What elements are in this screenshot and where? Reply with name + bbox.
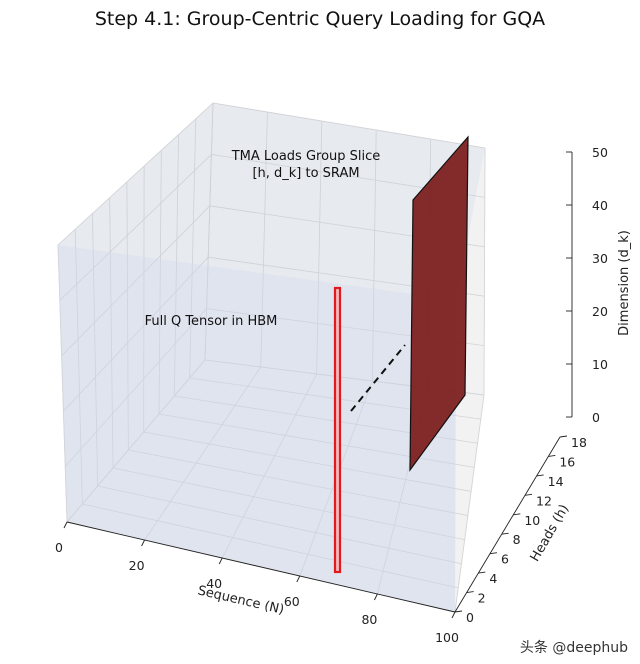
load-annotation-line2: [h, d_k] to SRAM bbox=[252, 166, 359, 181]
y-tick-label: 14 bbox=[548, 474, 564, 489]
y-tick-label: 2 bbox=[478, 591, 486, 606]
x-gridline-floor bbox=[144, 366, 262, 541]
y-gridline-floor bbox=[128, 449, 468, 516]
y-gridline-floor bbox=[112, 467, 465, 541]
y-gridline-left bbox=[126, 181, 129, 451]
x-gridline-floor bbox=[66, 359, 206, 523]
x-axis-line bbox=[66, 521, 456, 613]
z-tick-label: 30 bbox=[592, 251, 608, 266]
load-annotation-line1: TMA Loads Group Slice bbox=[231, 149, 381, 164]
x-gridline-back bbox=[260, 111, 268, 368]
z-gridline-left bbox=[64, 308, 207, 467]
y-tick-mark bbox=[489, 552, 498, 555]
y-tick-mark bbox=[501, 532, 509, 535]
y-gridline-floor bbox=[158, 413, 475, 468]
y-tick-mark bbox=[524, 493, 533, 496]
y-tick-mark bbox=[466, 591, 474, 594]
x-tick-mark bbox=[63, 521, 68, 529]
x-gridline-back bbox=[316, 120, 323, 375]
y-tick-mark bbox=[478, 571, 486, 574]
load-connector bbox=[350, 344, 406, 412]
z-gridline-left bbox=[59, 154, 212, 301]
y-gridline-left bbox=[74, 229, 83, 505]
x-tick-mark bbox=[373, 593, 378, 601]
chart-title: Step 4.1: Group-Centric Query Loading fo… bbox=[95, 8, 545, 30]
y-gridline-floor bbox=[97, 485, 462, 565]
y-axis-line bbox=[454, 436, 561, 613]
x-tick-label: 20 bbox=[129, 558, 145, 573]
x-tick-label: 60 bbox=[284, 594, 300, 609]
q-tensor-top bbox=[58, 103, 485, 300]
watermark: 头条 @deephub bbox=[520, 639, 628, 656]
y-tick-mark bbox=[513, 513, 521, 516]
z-tick-label: 50 bbox=[592, 145, 608, 160]
y-tick-label: 4 bbox=[489, 571, 497, 586]
y-tick-mark bbox=[536, 474, 544, 477]
y-gridline-left bbox=[57, 244, 68, 523]
y-gridline-left bbox=[204, 102, 214, 361]
y-gridline-left bbox=[158, 150, 162, 415]
query-slice-bar bbox=[333, 286, 342, 574]
z-tick-label: 20 bbox=[592, 304, 608, 319]
x-tick-mark bbox=[296, 575, 301, 583]
y-tick-label: 18 bbox=[571, 435, 587, 450]
y-gridline-floor bbox=[82, 503, 459, 589]
z-gridline-left bbox=[61, 205, 211, 357]
x-axis-label: Sequence (N) bbox=[196, 583, 285, 617]
q-tensor-front bbox=[58, 245, 456, 612]
y-tick-label: 0 bbox=[466, 610, 474, 625]
x-gridline-back bbox=[372, 129, 377, 382]
x-tick-label: 80 bbox=[361, 612, 377, 627]
x-ticks: 0 20 40 60 80 100 bbox=[55, 521, 459, 645]
z-tick-label: 0 bbox=[592, 410, 600, 425]
y-tick-label: 10 bbox=[524, 513, 540, 528]
y-tick-label: 6 bbox=[501, 552, 509, 567]
y-gridline-floor bbox=[143, 431, 472, 492]
y-tick-label: 12 bbox=[536, 493, 552, 508]
x-gridline-floor bbox=[454, 394, 485, 613]
z-gridline-left bbox=[63, 256, 209, 412]
x-tick-label: 100 bbox=[435, 630, 459, 645]
x-gridline-floor bbox=[221, 373, 317, 559]
y-axis-label: Heads (h) bbox=[528, 502, 573, 564]
x-gridline-back bbox=[483, 147, 486, 396]
y-gridline-left bbox=[92, 213, 99, 487]
x-tick-mark bbox=[141, 539, 146, 547]
y-tick-label: 16 bbox=[559, 454, 575, 469]
y-tick-mark bbox=[548, 454, 556, 457]
x-tick-mark bbox=[218, 557, 223, 565]
x-tick-label: 40 bbox=[206, 576, 222, 591]
z-gridline-back bbox=[212, 102, 486, 149]
x-tick-label: 0 bbox=[55, 540, 63, 555]
grid-left bbox=[57, 102, 214, 523]
y-gridline-left bbox=[189, 118, 197, 379]
y-gridline-left bbox=[173, 134, 179, 397]
x-tick-mark bbox=[451, 611, 456, 619]
z-tick-label: 40 bbox=[592, 198, 608, 213]
z-axis-label: Dimension (d_k) bbox=[617, 230, 632, 336]
z-ticks: 0 10 20 30 40 50 bbox=[566, 145, 608, 425]
group-slice-plane bbox=[409, 135, 469, 472]
y-gridline-left bbox=[109, 197, 114, 469]
y-tick-mark bbox=[454, 610, 463, 613]
y-tick-mark bbox=[559, 435, 568, 438]
y-tick-label: 8 bbox=[513, 532, 521, 547]
z-tick-label: 10 bbox=[592, 357, 608, 372]
full-tensor-annotation: Full Q Tensor in HBM bbox=[145, 314, 278, 329]
z-gridline-left bbox=[57, 102, 214, 246]
